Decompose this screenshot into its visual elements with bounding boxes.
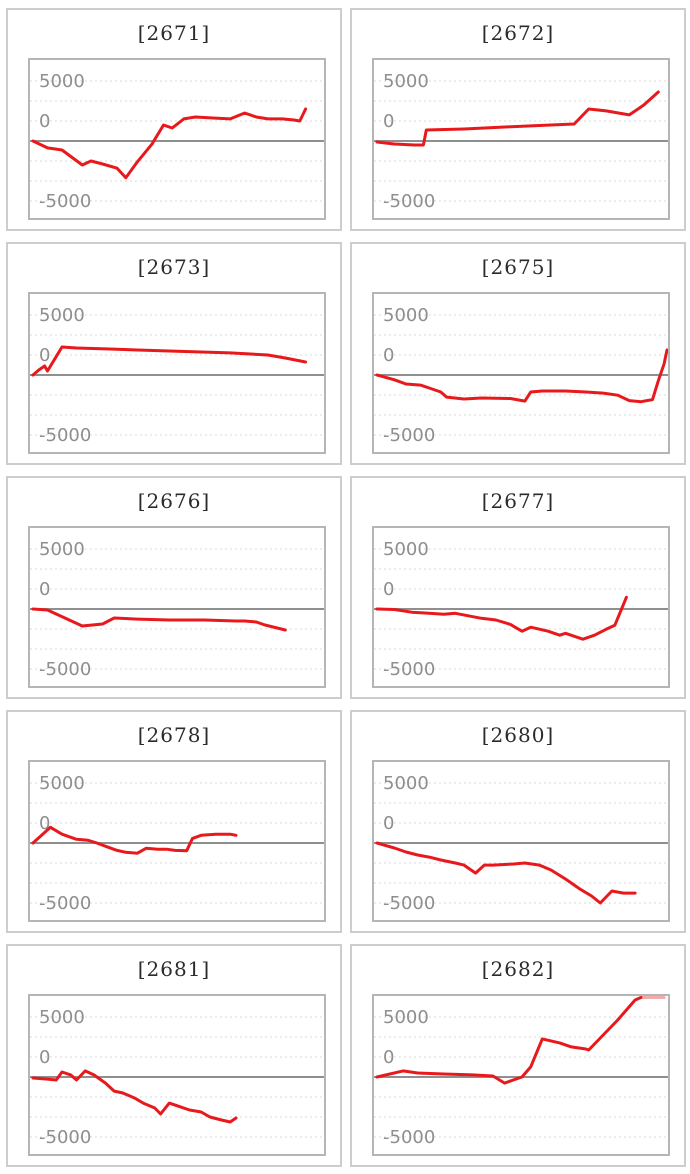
y-axis-label: -5000 [39, 1127, 91, 1148]
chart-panel: [2673] 5000 0 -5000 [6, 242, 342, 465]
y-axis-label: 0 [39, 111, 50, 132]
slump-graph: 5000 0 -5000 [374, 539, 668, 680]
y-axis-label: -5000 [383, 1127, 435, 1148]
chart-panel: [2678] 5000 0 -5000 [6, 710, 342, 933]
plot-area: 5000 0 -5000 [372, 994, 670, 1156]
plot-area: 5000 0 -5000 [28, 760, 326, 922]
series-line [375, 348, 668, 404]
chart-panel: [2680] 5000 0 -5000 [350, 710, 686, 933]
plot-area: 5000 0 -5000 [372, 292, 670, 454]
chart-panel: [2682] 5000 0 -5000 [350, 944, 686, 1167]
y-axis-label: -5000 [383, 659, 435, 680]
plot-area: 5000 0 -5000 [28, 526, 326, 688]
slump-graph: 5000 0 -5000 [374, 996, 668, 1148]
slump-graph: 5000 0 -5000 [374, 773, 668, 914]
slump-graph: 5000 0 -5000 [30, 305, 324, 446]
y-axis-label: 5000 [39, 1007, 85, 1028]
y-axis-label: -5000 [39, 425, 91, 446]
chart-title: [2671] [137, 21, 211, 45]
series-line [375, 595, 628, 641]
series-line [31, 107, 308, 180]
y-axis-label: 5000 [383, 1007, 429, 1028]
chart-title: [2678] [137, 723, 211, 747]
series-line [31, 825, 238, 855]
y-axis-label: 0 [383, 111, 394, 132]
y-axis-label: -5000 [39, 893, 91, 914]
y-axis-label: 0 [383, 813, 394, 834]
slump-graph: 5000 0 -5000 [30, 539, 324, 680]
chart-title: [2677] [481, 489, 555, 513]
y-axis-label: 0 [39, 813, 50, 834]
chart-panel: [2675] 5000 0 -5000 [350, 242, 686, 465]
plot-area: 5000 0 -5000 [28, 58, 326, 220]
y-axis-label: 0 [39, 579, 50, 600]
plot-area: 5000 0 -5000 [372, 760, 670, 922]
slump-graph: 5000 0 -5000 [30, 773, 324, 914]
slump-graph: 5000 0 -5000 [374, 305, 668, 446]
y-axis-label: 5000 [383, 773, 429, 794]
series-line [31, 1069, 238, 1124]
chart-panel: [2676] 5000 0 -5000 [6, 476, 342, 699]
y-axis-label: 5000 [383, 539, 429, 560]
series-line [375, 996, 643, 1085]
chart-title: [2681] [137, 957, 211, 981]
y-axis-label: 5000 [39, 773, 85, 794]
y-axis-label: 5000 [39, 539, 85, 560]
chart-title: [2682] [481, 957, 555, 981]
chart-panel: [2677] 5000 0 -5000 [350, 476, 686, 699]
y-axis-label: -5000 [383, 425, 435, 446]
y-axis-label: 0 [383, 579, 394, 600]
chart-title: [2676] [137, 489, 211, 513]
chart-title: [2673] [137, 255, 211, 279]
y-axis-label: 0 [383, 1047, 394, 1068]
y-axis-label: 5000 [383, 71, 429, 92]
y-axis-label: -5000 [39, 191, 91, 212]
series-line [375, 841, 637, 905]
slump-graph: 5000 0 -5000 [30, 1007, 324, 1148]
chart-panel: [2671] 5000 0 -5000 [6, 8, 342, 231]
slump-graph: 5000 0 -5000 [30, 71, 324, 212]
plot-area: 5000 0 -5000 [28, 292, 326, 454]
chart-title: [2675] [481, 255, 555, 279]
y-axis-label: 0 [383, 345, 394, 366]
chart-title: [2672] [481, 21, 555, 45]
plot-area: 5000 0 -5000 [372, 58, 670, 220]
series-line [375, 90, 660, 147]
slump-graph: 5000 0 -5000 [374, 71, 668, 212]
y-axis-label: -5000 [383, 893, 435, 914]
chart-title: [2680] [481, 723, 555, 747]
y-axis-label: 0 [39, 345, 50, 366]
y-axis-label: 5000 [39, 305, 85, 326]
y-axis-label: -5000 [39, 659, 91, 680]
plot-area: 5000 0 -5000 [372, 526, 670, 688]
series-line [31, 607, 287, 632]
chart-panel: [2681] 5000 0 -5000 [6, 944, 342, 1167]
y-axis-label: 5000 [39, 71, 85, 92]
plot-area: 5000 0 -5000 [28, 994, 326, 1156]
y-axis-label: 5000 [383, 305, 429, 326]
chart-panel: [2672] 5000 0 -5000 [350, 8, 686, 231]
series-line [31, 345, 308, 377]
y-axis-label: 0 [39, 1047, 50, 1068]
y-axis-label: -5000 [383, 191, 435, 212]
